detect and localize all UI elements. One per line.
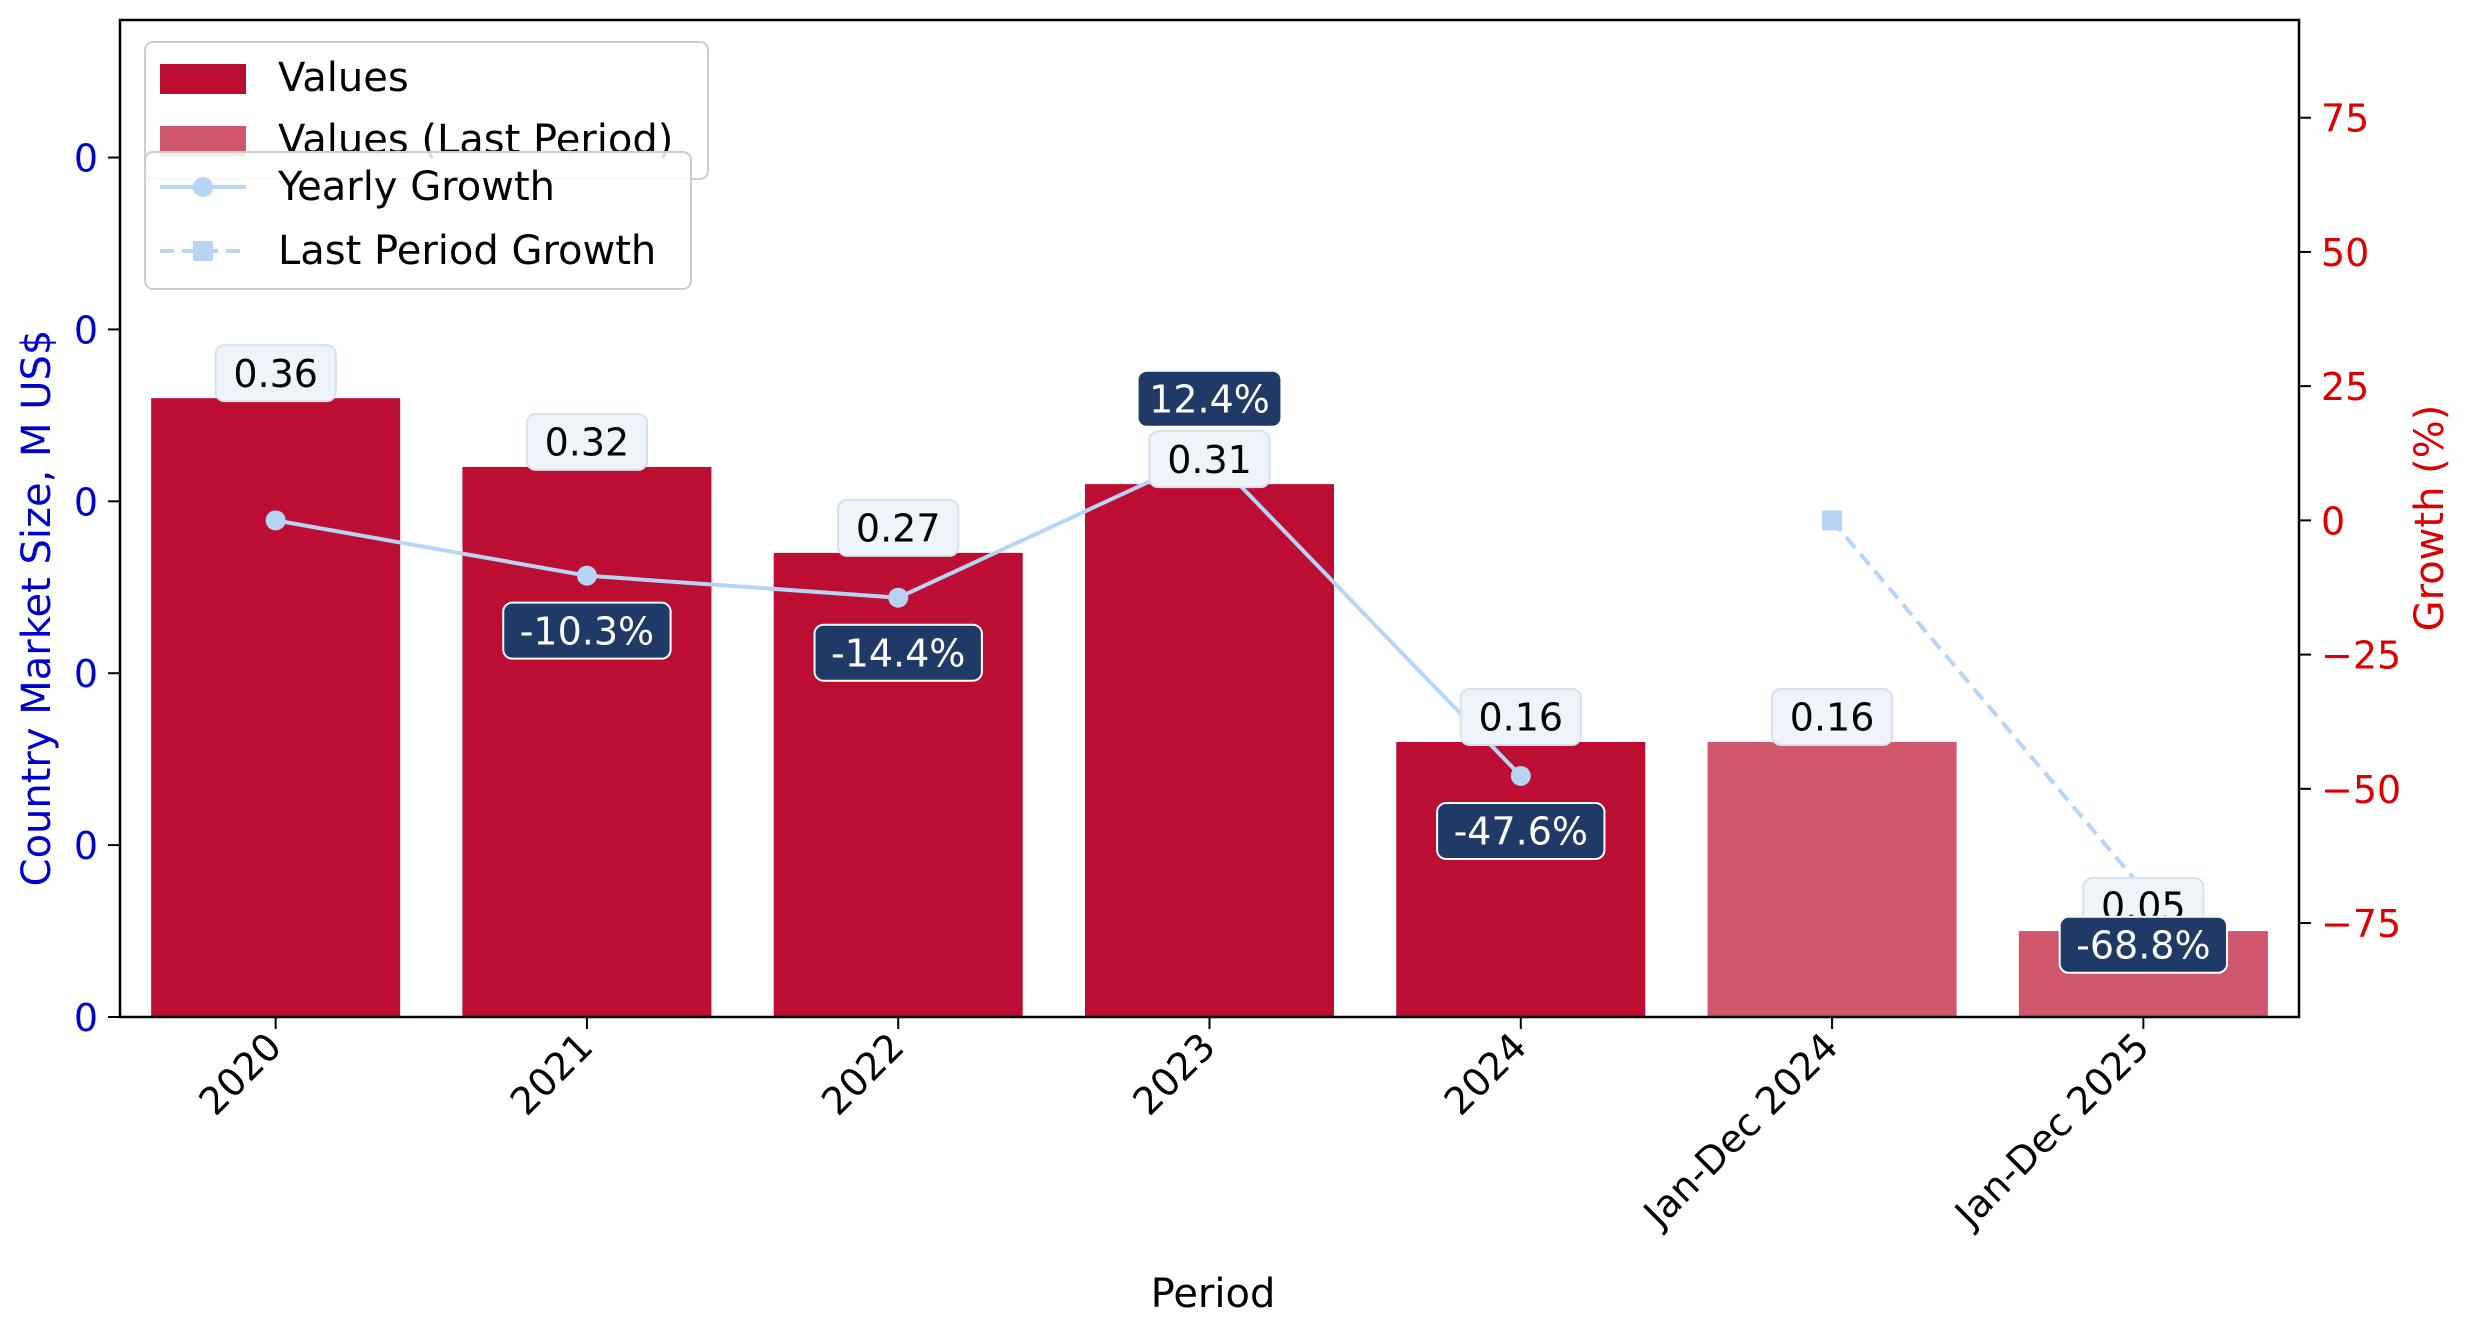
legend-label: Values	[278, 55, 409, 101]
bar-value-label: 0.31	[1167, 438, 1252, 482]
y-right-tick-label: −75	[2321, 902, 2401, 946]
growth-value-label: -14.4%	[831, 631, 965, 675]
bar-value-label-box	[1148, 430, 1271, 489]
growth-value-label-box	[1436, 801, 1606, 860]
growth-marker-circle	[888, 587, 909, 608]
growth-value-label-box	[1136, 369, 1283, 428]
y-right-tick-label: 50	[2321, 231, 2369, 275]
growth-marker-circle	[576, 565, 597, 586]
bar-value-label: 0.32	[545, 421, 630, 465]
bar-value-label: 0.27	[856, 507, 941, 551]
growth-value-label: -68.8%	[2076, 923, 2210, 967]
legend-swatch	[160, 64, 246, 94]
growth-marker-circle	[1510, 765, 1531, 786]
bar	[1396, 741, 1646, 1017]
bar	[1084, 484, 1335, 1017]
y-right-tick-label: 0	[2321, 499, 2345, 543]
bar-value-label: 0.16	[1790, 696, 1875, 740]
bar-value-label-group: 0.36	[214, 344, 337, 403]
y-left-tick-label: 0	[74, 480, 98, 524]
growth-value-label-box	[813, 623, 983, 682]
bar	[773, 552, 1023, 1017]
y-left-tick-label: 0	[74, 308, 98, 352]
bar-value-label: 0.16	[1478, 696, 1563, 740]
bar-value-label-group: 0.32	[525, 412, 649, 471]
bar-value-label-group: 0.16	[1770, 687, 1894, 746]
y-right-tick-label: −50	[2321, 768, 2401, 812]
y-right-tick-label: 75	[2321, 97, 2369, 141]
bar-value-label-box	[1770, 687, 1894, 746]
legend-label: Last Period Growth	[278, 228, 656, 274]
bar-value-label-group: 0.16	[1459, 687, 1582, 746]
growth-value-label-box	[502, 601, 672, 660]
y-left-tick-label: 0	[74, 996, 98, 1040]
x-axis-title: Period	[1151, 1271, 1276, 1317]
legend-lines-frame	[144, 151, 692, 290]
y-right-tick-label: −25	[2321, 634, 2401, 678]
growth-marker-square	[1822, 510, 1843, 531]
last-period-growth-line	[1830, 519, 2145, 892]
growth-value-label-group: 12.4%	[1136, 369, 1283, 428]
bar-value-label-box	[1459, 687, 1582, 746]
bar-value-label-group: 0.27	[837, 498, 960, 557]
bar	[1707, 741, 1957, 1017]
bar-value-label-group: 0.31	[1148, 430, 1271, 489]
bar-value-label-box	[837, 498, 960, 557]
y-left-tick-label: 0	[74, 652, 98, 696]
growth-value-label-group: -68.8%	[2058, 915, 2229, 974]
growth-value-label-box	[2058, 915, 2229, 974]
y-axis-title-right: Growth (%)	[2407, 405, 2453, 632]
legend-marker-square	[193, 241, 213, 261]
y-axis-title-left: Country Market Size, M US$	[14, 330, 60, 887]
bar-value-label-box	[525, 412, 649, 471]
growth-value-label: -47.6%	[1454, 810, 1588, 854]
y-left-tick-label: 0	[74, 137, 98, 181]
growth-marker-circle	[265, 510, 286, 531]
bar	[151, 398, 401, 1017]
growth-value-label-group: -10.3%	[502, 601, 672, 660]
y-right-tick-label: 25	[2321, 365, 2369, 409]
bar-value-label: 0.36	[233, 352, 318, 396]
bar	[462, 466, 712, 1017]
legend-label: Yearly Growth	[277, 164, 555, 210]
legend-marker-circle	[193, 177, 213, 197]
growth-value-label-group: -47.6%	[1436, 801, 1606, 860]
growth-value-label: -10.3%	[520, 609, 654, 653]
growth-value-label-group: -14.4%	[813, 623, 983, 682]
bar-value-label-box	[214, 344, 337, 403]
value-labels-layer: 0.360.320.270.310.16 0.160.05-10.3%-14.4%…	[214, 344, 2229, 974]
growth-value-label: 12.4%	[1149, 377, 1270, 421]
y-left-tick-label: 0	[74, 824, 98, 868]
